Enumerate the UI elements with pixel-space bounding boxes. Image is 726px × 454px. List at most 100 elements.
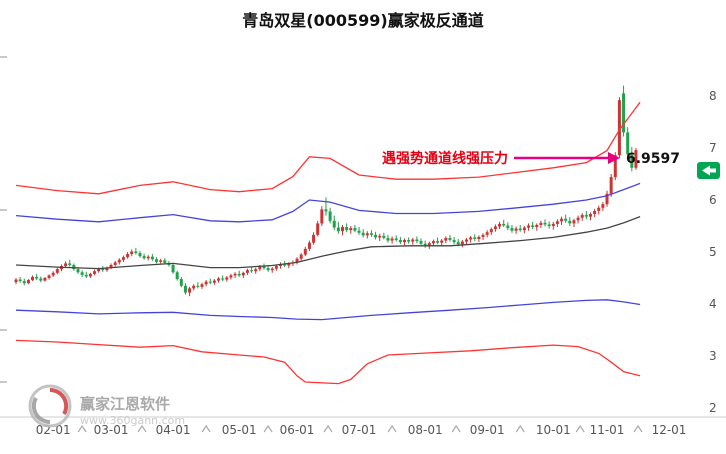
candle-body	[245, 270, 249, 273]
candle-body	[398, 240, 402, 243]
candle-body	[295, 258, 299, 263]
candle-body	[299, 254, 303, 259]
candle-body	[419, 241, 423, 244]
candle-body	[580, 215, 584, 218]
candle-body	[349, 228, 353, 231]
candle-body	[84, 274, 88, 277]
candle-body	[539, 222, 543, 225]
candle-body	[547, 224, 551, 226]
chart-title: 青岛双星(000599)赢家极反通道	[242, 11, 483, 30]
channel-line-upper-blue	[15, 182, 641, 223]
candle-body	[427, 243, 431, 246]
candle-body	[609, 177, 613, 194]
candle-body	[179, 279, 183, 286]
candle-body	[47, 275, 51, 278]
x-tick-caret-icon	[137, 424, 147, 433]
candle-body	[630, 154, 634, 168]
candle-body	[163, 260, 167, 263]
candle-body	[88, 273, 92, 277]
channel-line-lower-red	[15, 339, 641, 385]
candle-body	[597, 207, 601, 211]
x-tick-caret-icon	[387, 424, 397, 433]
y-tick-label: 5	[709, 245, 717, 259]
candle-body	[535, 224, 539, 228]
x-tick-caret-icon	[201, 424, 211, 433]
candle-body	[221, 278, 225, 280]
candle-body	[336, 227, 340, 232]
candle-body	[456, 242, 460, 245]
candle-body	[576, 217, 580, 221]
candle-body	[138, 253, 142, 257]
channel-line-middle-black	[15, 215, 641, 270]
candle-body	[617, 100, 621, 156]
candle-body	[353, 228, 357, 231]
x-tick-caret-icon	[575, 424, 585, 433]
marker-left-arrow-tail	[710, 168, 716, 173]
x-tick-caret-icon	[77, 424, 87, 433]
x-axis-label: 05-01	[222, 423, 257, 437]
candle-body	[407, 240, 411, 242]
candle-body	[423, 243, 427, 246]
candle-body	[485, 232, 489, 235]
candle-body	[212, 280, 216, 283]
candle-body	[105, 267, 109, 271]
candle-body	[312, 234, 316, 243]
candle-body	[258, 266, 262, 270]
x-axis-label: 07-01	[342, 423, 377, 437]
x-axis-label: 10-01	[536, 423, 571, 437]
candle-body	[51, 272, 55, 276]
candle-body	[357, 230, 361, 233]
candle-body	[31, 276, 35, 281]
candle-body	[93, 271, 97, 274]
candle-body	[283, 263, 287, 266]
x-tick-caret-icon	[515, 424, 525, 433]
y-tick-label: 6	[709, 193, 717, 207]
candle-body	[183, 285, 187, 293]
annotation-arrowhead-icon	[608, 152, 620, 164]
x-axis-label: 03-01	[94, 423, 129, 437]
price-marker-icon[interactable]	[697, 162, 720, 179]
candle-body	[262, 266, 266, 269]
candle-body	[14, 279, 18, 283]
candle-body	[55, 269, 59, 273]
candle-body	[382, 235, 386, 238]
candle-body	[150, 256, 154, 260]
watermark-logo-icon	[28, 384, 72, 428]
candle-body	[584, 215, 588, 217]
candle-body	[502, 223, 506, 226]
candle-body	[415, 239, 419, 242]
candle-body	[481, 234, 485, 237]
candle-body	[622, 93, 626, 133]
candle-body	[473, 237, 477, 239]
marker-left-arrow-icon	[702, 165, 710, 176]
candle-body	[113, 262, 117, 265]
candle-body	[134, 251, 138, 254]
candle-body	[159, 260, 163, 262]
candle-body	[171, 265, 175, 273]
candle-body	[477, 236, 481, 239]
candle-body	[568, 220, 572, 224]
channel-line-upper-red	[15, 101, 641, 195]
x-axis-label: 08-01	[408, 423, 443, 437]
candle-body	[390, 238, 394, 241]
candle-body	[117, 259, 121, 263]
candle-body	[254, 269, 258, 272]
candle-body	[613, 155, 617, 178]
candle-body	[469, 237, 473, 240]
candle-body	[436, 241, 440, 243]
x-tick-caret-icon	[323, 424, 333, 433]
candle-body	[361, 232, 365, 236]
candle-body	[35, 276, 39, 279]
x-tick-caret-icon	[263, 424, 273, 433]
candle-body	[324, 209, 328, 212]
candle-body	[531, 225, 535, 228]
candle-body	[266, 268, 270, 271]
left-axis-ticks	[0, 56, 7, 383]
candle-body	[175, 272, 179, 280]
candle-body	[634, 150, 638, 168]
candle-body	[274, 266, 278, 269]
x-axis-label: 06-01	[280, 423, 315, 437]
candle-body	[543, 222, 547, 225]
candle-body	[208, 281, 212, 283]
